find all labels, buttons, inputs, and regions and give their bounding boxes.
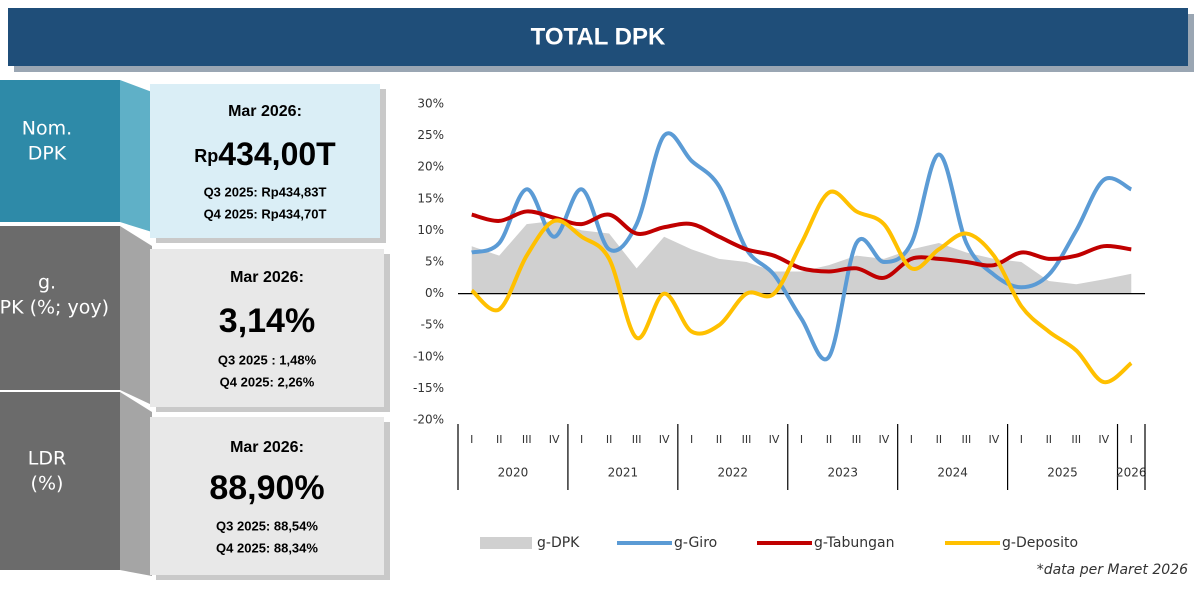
footnote: *data per Maret 2026	[1037, 562, 1188, 578]
x-tick-label: II	[936, 433, 943, 446]
y-tick-label: 5%	[425, 255, 444, 269]
q3: Q3 2025: 88,54%	[216, 518, 318, 533]
tile-label: g. DPK (%; yoy)	[0, 271, 109, 318]
period: Mar 2026:	[230, 269, 304, 286]
y-tick-label: -15%	[413, 381, 444, 395]
x-tick-label: II	[716, 433, 723, 446]
line	[471, 131, 1133, 362]
x-tick-label: III	[1071, 433, 1081, 446]
x-tick-label: II	[606, 433, 613, 446]
line	[470, 189, 1133, 385]
value: 434,00T	[218, 136, 336, 172]
x-tick-label: IV	[879, 433, 890, 446]
x-tick-label: IV	[769, 433, 780, 446]
chart: -20%-15%-10%-5%0%5%10%15%20%25%30%I II III…	[413, 97, 1147, 552]
info-box	[150, 249, 384, 407]
x-tick-label: I	[690, 433, 693, 446]
group-label: 2025	[1047, 466, 1078, 480]
y-tick-label: 20%	[417, 160, 444, 174]
x-tick-label: I	[800, 433, 803, 446]
y-tick-label: 15%	[417, 191, 444, 205]
tile-label-line: (%)	[31, 472, 64, 494]
x-tick-label: IV	[988, 433, 999, 446]
q4: Q4 2025: 88,34%	[216, 540, 318, 555]
tile-bevel	[120, 392, 152, 576]
group-label: 2026	[1116, 466, 1147, 480]
x-tick-label: III	[632, 433, 642, 446]
x-tick-label: I	[1020, 433, 1023, 446]
tile	[0, 80, 120, 222]
x-tick-label: IV	[1098, 433, 1109, 446]
y-tick-label: -20%	[413, 413, 444, 427]
main-value: Rp434,00T	[194, 136, 336, 172]
q4: Q4 2025: 2,26%	[220, 374, 315, 389]
group-label: 2023	[827, 466, 858, 480]
group-label: 2021	[608, 466, 639, 480]
tile-label-line: DPK (%; yoy)	[0, 296, 109, 318]
tile-label-line: LDR	[28, 447, 66, 469]
x-tick-label: I	[910, 433, 913, 446]
tile-label-line: DPK	[28, 142, 67, 164]
x-tick-label: I	[1130, 433, 1133, 446]
tile-label: Nom. DPK	[22, 117, 72, 164]
prefix: Rp	[194, 146, 218, 166]
group-label: 2020	[498, 466, 529, 480]
tile	[0, 226, 120, 390]
y-tick-label: 25%	[417, 128, 444, 142]
info-box	[150, 417, 384, 575]
x-tick-label: III	[742, 433, 752, 446]
y-tick-label: 30%	[417, 97, 444, 111]
q4: Q4 2025: Rp434,70T	[204, 206, 327, 221]
y-tick-label: -5%	[421, 318, 444, 332]
x-tick-label: IV	[659, 433, 670, 446]
group-label: 2022	[718, 466, 749, 480]
legend-label: g-Giro	[674, 535, 717, 551]
x-tick-label: III	[522, 433, 532, 446]
value: 3,14%	[219, 302, 315, 340]
legend-label: g-Deposito	[1002, 535, 1078, 551]
period: Mar 2026:	[228, 103, 302, 120]
x-tick-label: I	[470, 433, 473, 446]
tile-label-line: Nom.	[22, 117, 72, 139]
x-tick-label: III	[962, 433, 972, 446]
legend-label: g-DPK	[537, 535, 580, 551]
area	[471, 220, 1132, 294]
y-tick-label: 10%	[417, 223, 444, 237]
period: Mar 2026:	[230, 439, 304, 456]
q3: Q3 2025: Rp434,83T	[204, 184, 327, 199]
x-tick-label: IV	[549, 433, 560, 446]
tile-bevel	[120, 226, 152, 405]
x-tick-label: II	[826, 433, 833, 446]
y-tick-label: -10%	[413, 349, 444, 363]
legend-swatch	[480, 537, 532, 549]
info-box	[150, 84, 380, 238]
tile-label: LDR (%)	[28, 447, 66, 494]
y-tick-label: 0%	[425, 286, 444, 300]
header-title: TOTAL DPK	[531, 23, 666, 50]
x-tick-label: II	[496, 433, 503, 446]
group-label: 2024	[937, 466, 968, 480]
tile-label-line: g.	[38, 271, 56, 293]
tile-bevel	[120, 80, 152, 232]
value: 88,90%	[209, 469, 324, 507]
q3: Q3 2025 : 1,48%	[218, 352, 317, 367]
x-tick-label: I	[580, 433, 583, 446]
legend-label: g-Tabungan	[814, 535, 894, 551]
header-bar	[8, 8, 1188, 66]
line	[471, 209, 1132, 280]
tile	[0, 392, 120, 570]
x-tick-label: II	[1046, 433, 1053, 446]
x-tick-label: III	[852, 433, 862, 446]
